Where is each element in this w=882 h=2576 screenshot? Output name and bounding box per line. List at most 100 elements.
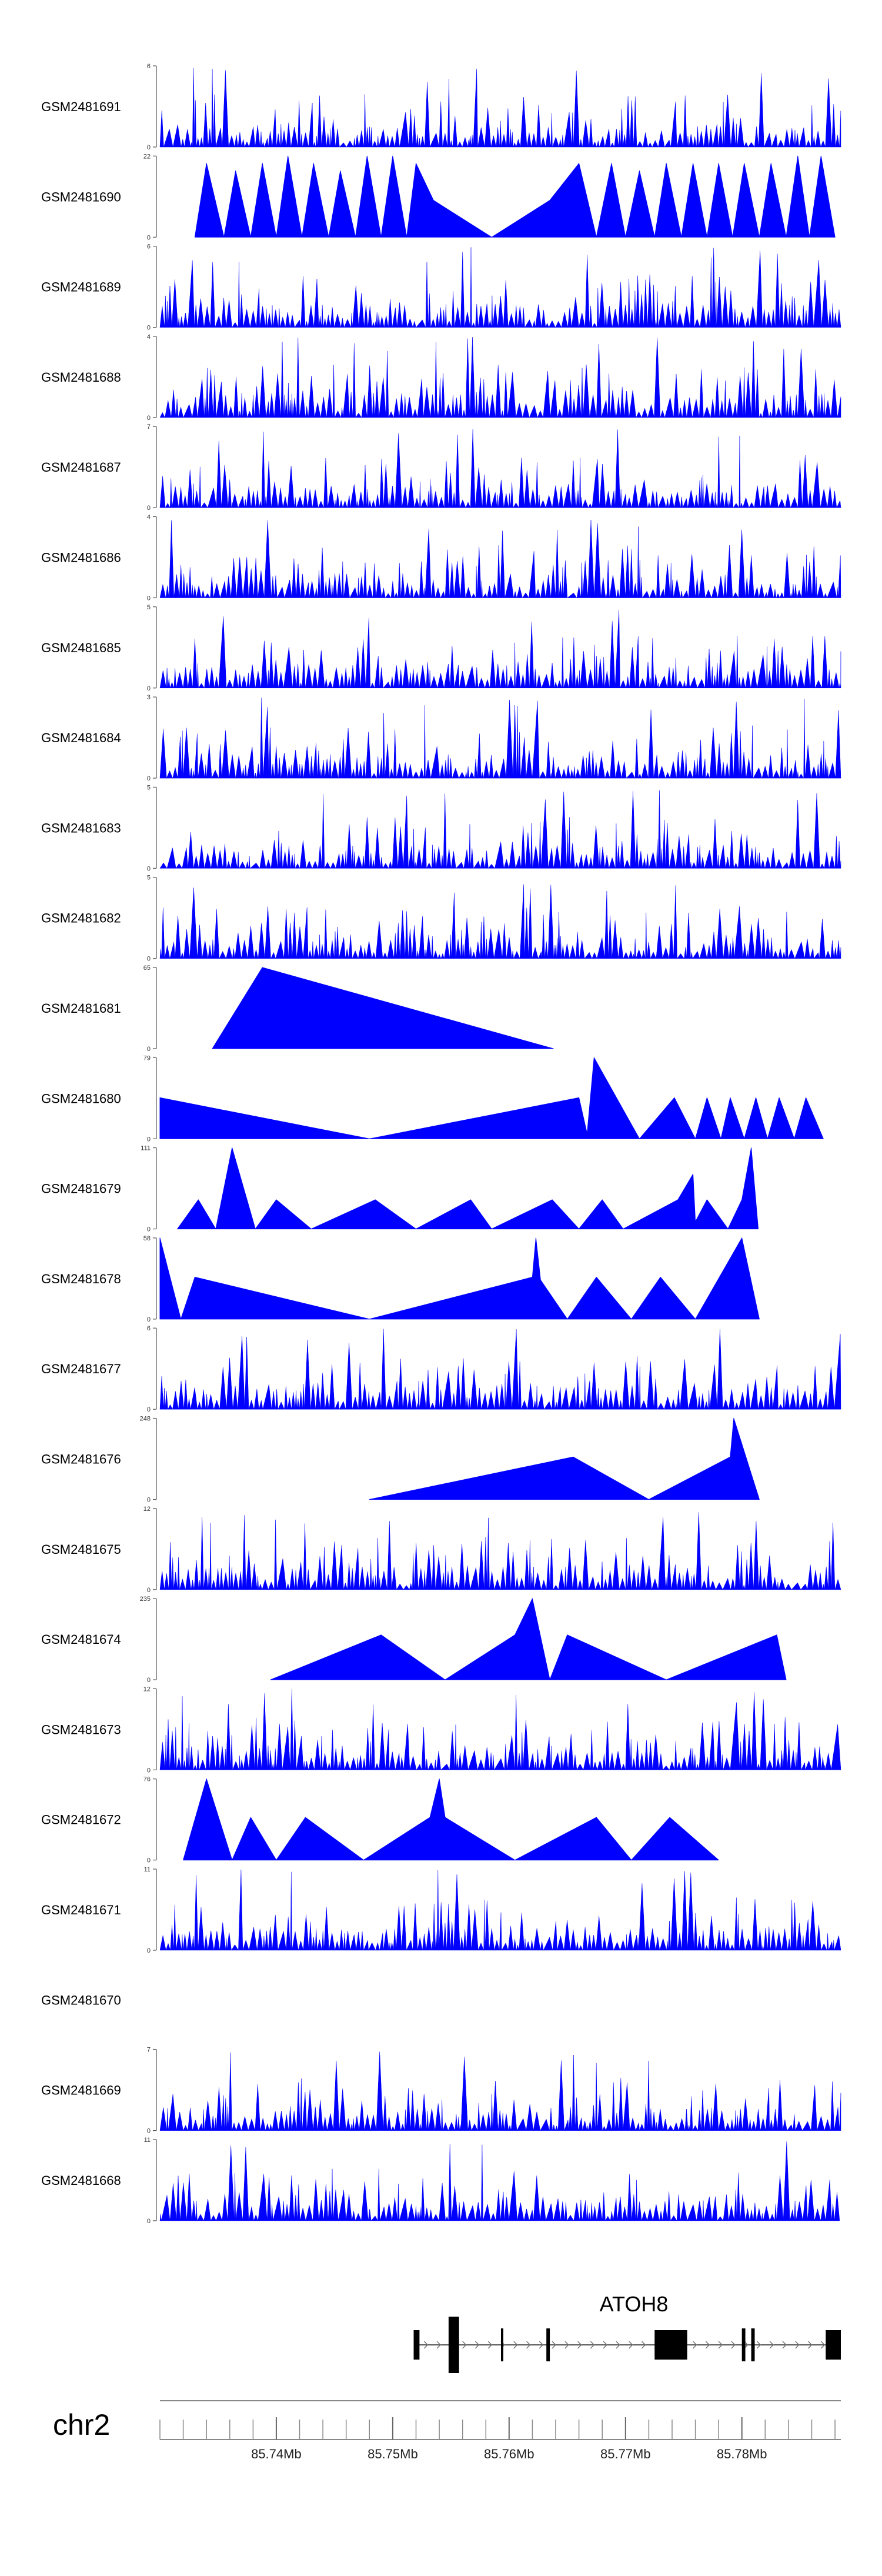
y-zero-label: 0 [147,234,151,241]
y-max-label: 11 [144,1866,151,1873]
y-zero-label: 0 [147,775,151,782]
track-GSM2481681: GSM2481681 65 0 [41,965,554,1053]
strand-arrow [807,2341,813,2349]
y-max-label: 11 [144,2137,151,2144]
track-label: GSM2481683 [41,820,121,835]
track-label: GSM2481691 [41,99,121,114]
y-max-label: 65 [143,965,151,972]
y-zero-label: 0 [147,325,151,332]
strand-arrow [769,2341,774,2349]
axis-tick-label: 85.78Mb [717,2447,767,2461]
track-GSM2481670: GSM2481670 [41,1993,121,2007]
track-label: GSM2481670 [41,1993,121,2007]
track-label: GSM2481686 [41,550,121,565]
strand-arrow [744,2341,749,2349]
coverage-area [159,2141,840,2221]
track-label: GSM2481685 [41,640,121,655]
y-zero-label: 0 [147,1497,151,1504]
strand-arrow [603,2341,608,2349]
y-max-label: 12 [143,1506,151,1513]
track-label: GSM2481672 [41,1813,121,1827]
coverage-area [159,609,841,689]
y-max-label: 111 [141,1145,151,1152]
track-label: GSM2481677 [41,1362,121,1376]
track-label: GSM2481684 [41,730,121,745]
y-zero-label: 0 [147,415,151,422]
gene-track: ATOH8 [413,2292,841,2373]
y-zero-label: 0 [147,1136,151,1143]
coverage-area [159,884,841,959]
strand-arrow [423,2341,429,2349]
coverage-area [159,1057,824,1139]
track-GSM2481671: GSM2481671 11 0 [41,1866,841,1954]
genome-axis: chr2 85.74Mb 85.75Mb 85.76Mb 85.77Mb 85.78Mb [53,2400,841,2461]
track-GSM2481672: GSM2481672 76 0 [41,1776,719,1864]
track-GSM2481669: GSM2481669 7 0 [41,2047,841,2135]
y-zero-label: 0 [147,595,151,602]
track-label: GSM2481675 [41,1542,121,1557]
exon [501,2328,503,2361]
y-zero-label: 0 [147,1767,151,1774]
track-label: GSM2481673 [41,1722,121,1737]
strand-arrow [782,2341,787,2349]
strand-arrow [756,2341,761,2349]
y-zero-label: 0 [147,1587,151,1594]
strand-arrow [590,2341,595,2349]
y-max-label: 7 [147,423,151,431]
coverage-area [159,68,841,148]
coverage-area [159,337,841,418]
track-label: GSM2481668 [41,2173,121,2188]
coverage-area [212,967,554,1049]
track-label: GSM2481690 [41,189,121,204]
y-zero-label: 0 [147,1857,151,1864]
coverage-area [159,698,841,779]
y-zero-label: 0 [147,1316,151,1323]
track-GSM2481673: GSM2481673 12 0 [41,1686,841,1774]
track-label: GSM2481688 [41,370,121,385]
strand-arrow [564,2341,569,2349]
strand-arrow [795,2341,800,2349]
coverage-area [177,1147,759,1230]
exon [741,2328,746,2361]
strand-arrow [641,2341,646,2349]
track-GSM2481689: GSM2481689 6 0 [41,243,841,332]
track-label: GSM2481679 [41,1182,121,1196]
track-GSM2481685: GSM2481685 5 0 [41,604,841,692]
coverage-area [159,790,841,869]
strand-arrow [552,2341,557,2349]
chromosome-label: chr2 [53,2408,110,2441]
strand-arrow [577,2341,582,2349]
y-zero-label: 0 [147,865,151,872]
y-max-label: 4 [147,333,151,341]
y-max-label: 5 [147,784,151,791]
track-label: GSM2481678 [41,1272,121,1286]
track-label: GSM2481680 [41,1091,121,1106]
strand-arrow [475,2341,480,2349]
track-GSM2481687: GSM2481687 7 0 [41,423,841,512]
track-GSM2481675: GSM2481675 12 0 [41,1506,841,1594]
track-label: GSM2481687 [41,460,121,475]
y-zero-label: 0 [147,144,151,151]
coverage-area [159,519,841,599]
y-max-label: 5 [147,875,151,882]
y-max-label: 6 [147,243,151,251]
coverage-area [159,1869,841,1951]
y-zero-label: 0 [147,1677,151,1684]
y-max-label: 235 [140,1596,151,1603]
axis-tick-label: 85.77Mb [600,2447,651,2461]
exon [546,2328,550,2361]
y-max-label: 22 [143,153,151,160]
exon [654,2330,687,2360]
exon [751,2328,755,2361]
y-max-label: 3 [147,694,151,701]
track-label: GSM2481671 [41,1903,121,1917]
coverage-tracks: GSM248169160GSM2481690220GSM248168960GSM… [41,63,841,2225]
y-max-label: 248 [140,1416,151,1423]
y-zero-label: 0 [147,956,151,963]
y-zero-label: 0 [147,1226,151,1233]
coverage-area [183,1778,719,1861]
coverage-area [159,1237,760,1320]
track-GSM2481677: GSM2481677 6 0 [41,1325,841,1413]
coverage-area [159,429,841,509]
